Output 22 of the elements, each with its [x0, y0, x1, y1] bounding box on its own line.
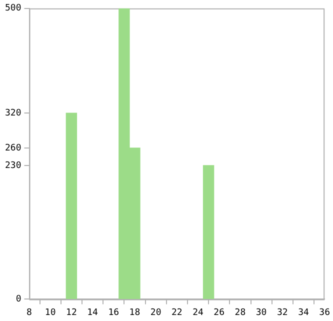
y-tick-label: 260	[4, 143, 22, 154]
x-tick-label: 16	[108, 308, 120, 318]
x-tick-label: 10	[44, 308, 56, 318]
x-tick-label: 24	[192, 308, 204, 318]
x-tick-label: 36	[319, 308, 330, 318]
x-tick-label: 22	[171, 308, 182, 318]
x-tick-label: 34	[298, 308, 309, 318]
x-tick-label: 12	[66, 308, 77, 318]
x-tick-label: 20	[150, 308, 162, 318]
x-tick-label: 26	[214, 308, 225, 318]
x-tick-label: 14	[87, 308, 98, 318]
x-tick-label: 18	[129, 308, 140, 318]
bar	[66, 112, 78, 300]
x-tick-label: 8	[26, 308, 32, 318]
y-tick-label: 230	[4, 160, 22, 171]
y-tick-label: 500	[4, 4, 22, 14]
y-tick-label: 0	[16, 294, 22, 305]
x-tick-label: 28	[234, 308, 246, 318]
x-tick-label: 30	[256, 308, 267, 318]
x-tick-label: 32	[276, 308, 288, 318]
bar	[202, 165, 214, 300]
y-tick-label: 320	[4, 108, 22, 118]
